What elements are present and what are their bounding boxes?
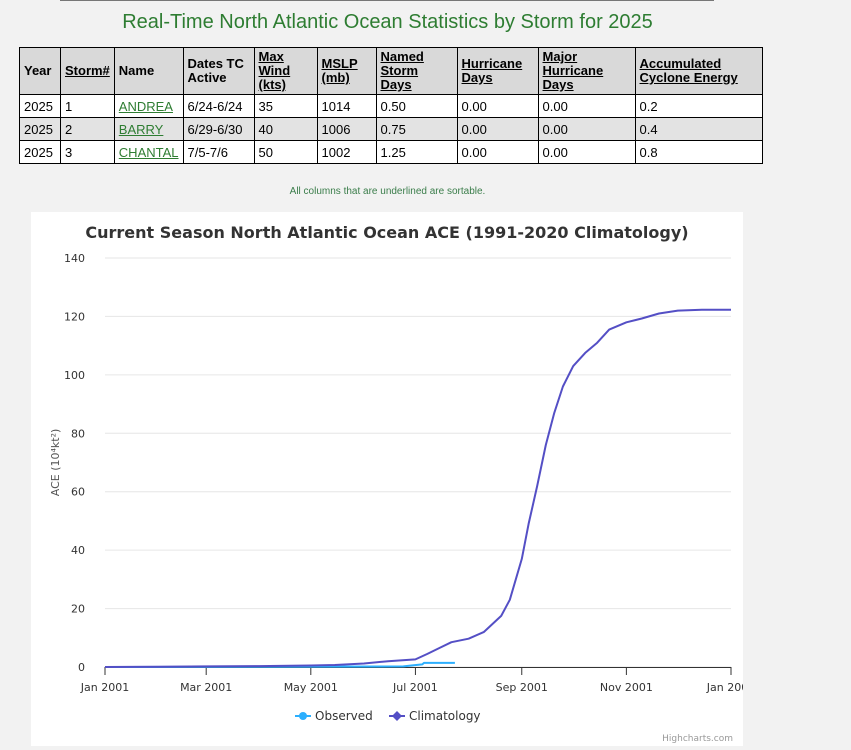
cell-name: BARRY (113, 117, 184, 141)
col-header-named-storm-days[interactable]: Named Storm Days (375, 47, 458, 95)
col-header-dates: Dates TC Active (182, 47, 255, 95)
sortable-note: All columns that are underlined are sort… (289, 186, 486, 197)
y-tick-label: 40 (71, 544, 85, 557)
cell-ace: 0.4 (634, 117, 763, 141)
col-header-hurricane-days[interactable]: Hurricane Days (456, 47, 539, 95)
cell-mslp: 1006 (316, 117, 377, 141)
y-tick-label: 0 (78, 661, 85, 674)
cell-major-hurricane-days: 0.00 (537, 117, 636, 141)
top-divider (60, 0, 714, 1)
legend: Observed Climatology (295, 709, 481, 723)
x-tick-label: Jan 2001 (80, 681, 129, 694)
y-tick-label: 20 (71, 603, 85, 616)
x-axis: Jan 2001 Mar 2001 May 2001 Jul 2001 Sep 2001… (80, 667, 743, 694)
chart-credits[interactable]: Highcharts.com (662, 734, 733, 744)
table-row: 2025 3 CHANTAL 7/5-7/6 50 1002 1.25 0.00… (19, 140, 763, 164)
x-tick-label: May 2001 (284, 681, 338, 694)
cell-dates: 6/29-6/30 (182, 117, 255, 141)
table-row: 2025 1 ANDREA 6/24-6/24 35 1014 0.50 0.0… (19, 94, 763, 118)
cell-dates: 6/24-6/24 (182, 94, 255, 118)
legend-item-climatology[interactable]: Climatology (389, 709, 481, 723)
legend-label: Observed (315, 709, 373, 723)
legend-marker-circle (299, 712, 307, 720)
col-header-max-wind[interactable]: Max Wind (kts) (253, 47, 318, 95)
x-tick-label: Nov 2001 (600, 681, 653, 694)
table-row: 2025 2 BARRY 6/29-6/30 40 1006 0.75 0.00… (19, 117, 763, 141)
col-header-ace[interactable]: Accumulated Cyclone Energy (634, 47, 763, 95)
x-tick-label: Jul 2001 (392, 681, 438, 694)
table-header-row: Year Storm# Name Dates TC Active Max Win… (19, 47, 763, 95)
cell-ace: 0.8 (634, 140, 763, 164)
chart-title: Current Season North Atlantic Ocean ACE … (85, 223, 688, 242)
y-axis-title: ACE (10⁴kt²) (49, 429, 62, 497)
legend-label: Climatology (409, 709, 481, 723)
y-tick-label: 120 (64, 310, 85, 323)
col-header-storm-number[interactable]: Storm# (60, 47, 115, 95)
grid-lines (105, 257, 731, 668)
cell-hurricane-days: 0.00 (456, 140, 539, 164)
storm-link-chantal[interactable]: CHANTAL (118, 144, 179, 160)
legend-item-observed[interactable]: Observed (295, 709, 373, 723)
legend-marker-diamond (392, 711, 402, 721)
cell-year: 2025 (19, 140, 61, 164)
cell-hurricane-days: 0.00 (456, 117, 539, 141)
cell-storm-number: 2 (60, 117, 115, 141)
storm-link-andrea[interactable]: ANDREA (118, 98, 173, 114)
cell-year: 2025 (19, 117, 61, 141)
x-tick-label: Jan 2002 (706, 681, 743, 694)
cell-named-storm-days: 0.75 (375, 117, 458, 141)
ace-chart: Current Season North Atlantic Ocean ACE … (49, 223, 743, 744)
cell-storm-number: 1 (60, 94, 115, 118)
ace-chart-container: Current Season North Atlantic Ocean ACE … (31, 212, 743, 746)
storm-link-barry[interactable]: BARRY (118, 121, 164, 137)
series-layer (104, 308, 731, 668)
storm-stats-table: Year Storm# Name Dates TC Active Max Win… (19, 47, 763, 164)
y-tick-label: 140 (64, 252, 85, 265)
series-line-observed (104, 661, 455, 668)
cell-name: CHANTAL (113, 140, 184, 164)
cell-max-wind: 35 (253, 94, 318, 118)
col-header-major-hurricane-days[interactable]: Major Hurricane Days (537, 47, 636, 95)
col-header-year: Year (19, 47, 61, 95)
cell-ace: 0.2 (634, 94, 763, 118)
y-tick-label: 80 (71, 427, 85, 440)
page-title: Real-Time North Atlantic Ocean Statistic… (122, 11, 653, 33)
cell-named-storm-days: 0.50 (375, 94, 458, 118)
col-header-name: Name (113, 47, 184, 95)
cell-max-wind: 40 (253, 117, 318, 141)
cell-storm-number: 3 (60, 140, 115, 164)
col-header-mslp[interactable]: MSLP (mb) (316, 47, 377, 95)
x-tick-label: Mar 2001 (180, 681, 232, 694)
cell-mslp: 1002 (316, 140, 377, 164)
cell-major-hurricane-days: 0.00 (537, 94, 636, 118)
cell-name: ANDREA (113, 94, 184, 118)
cell-major-hurricane-days: 0.00 (537, 140, 636, 164)
series-line-climatology (104, 308, 731, 668)
cell-year: 2025 (19, 94, 61, 118)
cell-hurricane-days: 0.00 (456, 94, 539, 118)
cell-mslp: 1014 (316, 94, 377, 118)
cell-max-wind: 50 (253, 140, 318, 164)
cell-named-storm-days: 1.25 (375, 140, 458, 164)
cell-dates: 7/5-7/6 (182, 140, 255, 164)
x-tick-label: Sep 2001 (496, 681, 548, 694)
y-tick-label: 60 (71, 486, 85, 499)
y-tick-label: 100 (64, 369, 85, 382)
y-axis-ticks: 0 20 40 60 80 100 120 140 (64, 252, 85, 674)
